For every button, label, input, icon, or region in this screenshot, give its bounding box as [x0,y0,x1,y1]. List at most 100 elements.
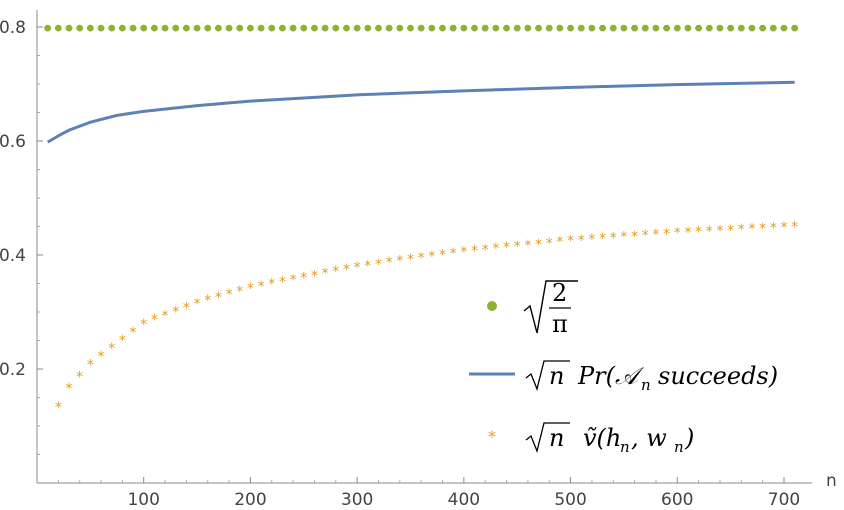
data-point-star: * [300,270,307,286]
data-point-dot [513,24,521,32]
data-point-dot [407,24,414,32]
data-point-star: * [514,239,521,255]
data-point-dot [481,24,489,32]
data-point-star: * [791,219,798,235]
data-point-star: * [87,357,94,373]
data-point-dot [663,24,671,32]
data-point-dot [492,24,500,32]
data-point-dot [695,24,703,32]
data-point-star: * [268,277,275,293]
svg-text:Pr(𝒜: Pr(𝒜 [577,362,645,390]
data-point-star: * [66,381,73,397]
x-tick-label: 500 [554,490,586,510]
data-point-dot [535,24,542,32]
data-point-dot [247,24,254,32]
data-point-dot [748,24,756,32]
data-point-star: * [535,237,542,253]
series-line [46,80,795,144]
data-point-star: * [471,243,478,259]
legend-label-v-tilde: n ṽ(h n , w n ) [525,422,694,456]
data-point-star: * [684,225,691,241]
y-tick-label: 0.6 [0,132,26,152]
data-point-dot [684,24,692,32]
data-point-star: * [599,231,606,247]
svg-text:succeeds): succeeds) [658,362,778,390]
data-point-star: * [428,249,435,265]
series-sqrt-two-over-pi [44,24,799,32]
data-point-dot [44,24,52,32]
data-point-star: * [588,232,595,248]
data-point-dot [428,24,436,32]
svg-text:n: n [549,362,564,390]
data-point-star: * [226,287,233,303]
data-point-star: * [98,349,105,365]
data-point-dot [524,24,532,32]
data-point-dot [140,24,148,32]
data-point-dot [705,24,713,32]
data-point-star: * [130,325,137,341]
data-point-dot [599,24,606,32]
data-point-dot [343,24,350,32]
data-point-star: * [631,229,638,245]
data-point-dot [321,24,329,32]
data-point-dot [86,24,94,32]
data-point-star: * [343,262,350,278]
data-point-dot [439,24,446,32]
data-point-dot [65,24,73,32]
tick-labels: 100 200 300 400 500 600 700 0.2 0.4 0.6 0.8 [0,18,800,510]
radical-sign-3 [525,422,570,454]
data-point-dot [76,24,84,32]
data-point-star: * [332,264,339,280]
data-point-star: * [108,341,115,357]
y-tick-label: 0.8 [0,18,26,38]
data-point-star: * [450,246,457,262]
series-v-tilde: ********* * * * * * * * * * * * * * * * * * * * * * * * * * * * * * * *… [55,219,798,416]
data-point-dot [161,24,169,32]
data-point-dot [118,24,126,32]
data-point-dot [54,24,62,32]
data-point-dot [567,24,574,32]
data-point-star: * [140,317,147,333]
data-point-dot [631,24,638,32]
series-layer: ********* * * * * * * * * * * * * * * * * * * * * * * * * * * * * * * *… [44,24,799,416]
x-tick-label: 600 [661,490,693,510]
svg-text:): ) [684,424,694,452]
data-point-star: * [492,241,499,257]
data-point-dot [449,24,457,32]
data-point-dot [268,24,276,32]
data-point-dot [769,24,777,32]
data-point-dot [108,24,116,32]
legend-item-success-probability: n Pr(𝒜 n succeeds) [469,360,778,394]
data-point-star: * [364,258,371,274]
data-point-dot [225,24,233,32]
data-point-star: * [119,333,126,349]
data-point-dot [332,24,340,32]
data-point-dot [311,24,318,32]
data-point-dot [716,24,724,32]
data-point-star: * [290,272,297,288]
data-point-dot [236,24,244,32]
data-point-dot [215,24,222,32]
data-point-dot [620,24,628,32]
data-point-star: * [524,238,531,254]
data-point-star: * [759,221,766,237]
legend-swatch-star: * [488,427,496,446]
x-tick-label: 400 [448,490,480,510]
data-point-star: * [236,284,243,300]
x-tick-label: 700 [768,490,800,510]
data-point-dot [727,24,735,32]
data-point-star: * [706,224,713,240]
data-point-dot [737,24,745,32]
data-point-star: * [567,234,574,250]
data-point-star: * [738,222,745,238]
legend-item-sqrt-two-over-pi: 2 π [487,279,578,338]
data-point-star: * [247,281,254,297]
data-point-star: * [386,255,393,271]
data-point-dot [97,24,105,32]
legend-item-v-tilde: * n ṽ(h n , w n ) [488,422,694,456]
data-point-dot [396,24,404,32]
data-point-dot [417,24,425,32]
data-point-star: * [716,223,723,239]
data-point-star: * [151,313,158,329]
